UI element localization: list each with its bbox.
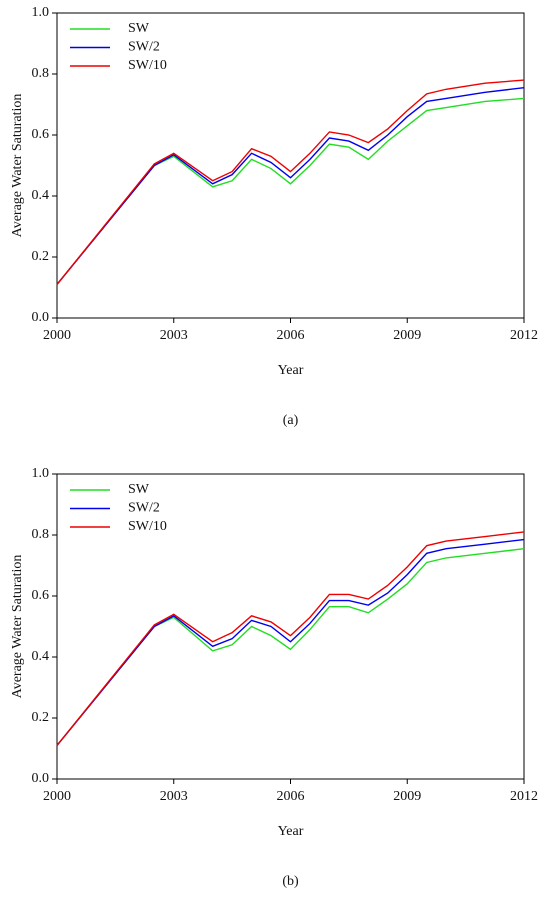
x-tick-label: 2009 (393, 328, 421, 343)
y-tick-label: 1.0 (32, 466, 50, 481)
legend-label: SW/2 (128, 501, 160, 516)
series-line (56, 548, 525, 746)
y-tick-label: 0.4 (32, 188, 50, 203)
series-line (56, 97, 525, 285)
y-tick-label: 0.2 (32, 710, 50, 725)
y-axis-label: Average Water Saturation (10, 555, 25, 699)
y-tick-label: 0.0 (32, 771, 50, 786)
series-line (56, 79, 525, 285)
x-tick-label: 2012 (510, 328, 538, 343)
legend-label: SW/10 (128, 519, 167, 534)
x-tick-label: 2006 (277, 789, 305, 804)
x-tick-label: 2012 (510, 789, 538, 804)
y-axis-label: Average Water Saturation (10, 94, 25, 238)
x-tick-label: 2003 (160, 789, 188, 804)
series-line (56, 531, 525, 746)
y-tick-label: 0.6 (32, 588, 50, 603)
subfigure-label: (a) (283, 413, 299, 428)
series-line (56, 87, 525, 285)
legend-label: SW (128, 482, 150, 497)
y-tick-label: 0.6 (32, 127, 50, 142)
legend-label: SW (128, 21, 150, 36)
x-axis-label: Year (278, 824, 304, 839)
y-tick-label: 0.8 (32, 66, 50, 81)
x-tick-label: 2006 (277, 328, 305, 343)
y-tick-label: 1.0 (32, 5, 50, 20)
x-axis-label: Year (278, 363, 304, 378)
y-tick-label: 0.2 (32, 249, 50, 264)
y-tick-label: 0.0 (32, 310, 50, 325)
x-tick-label: 2000 (43, 328, 71, 343)
x-tick-label: 2009 (393, 789, 421, 804)
series-line (56, 538, 525, 746)
y-tick-label: 0.4 (32, 649, 50, 664)
x-tick-label: 2000 (43, 789, 71, 804)
y-tick-label: 0.8 (32, 527, 50, 542)
legend-label: SW/10 (128, 58, 167, 73)
x-tick-label: 2003 (160, 328, 188, 343)
legend-label: SW/2 (128, 40, 160, 55)
subfigure-label: (b) (282, 874, 299, 889)
